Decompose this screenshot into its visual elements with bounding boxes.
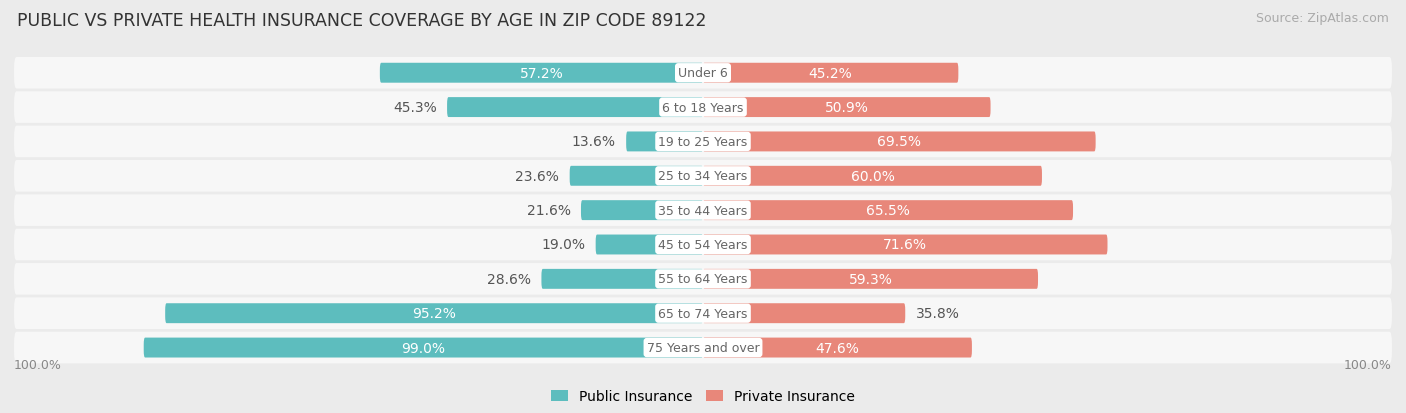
FancyBboxPatch shape: [703, 269, 1038, 289]
FancyBboxPatch shape: [14, 298, 1392, 329]
FancyBboxPatch shape: [581, 201, 703, 221]
Text: 23.6%: 23.6%: [516, 169, 560, 183]
Text: 65.5%: 65.5%: [866, 204, 910, 218]
Text: 47.6%: 47.6%: [815, 341, 859, 355]
Text: 28.6%: 28.6%: [486, 272, 531, 286]
Text: 99.0%: 99.0%: [401, 341, 446, 355]
FancyBboxPatch shape: [165, 304, 703, 323]
FancyBboxPatch shape: [626, 132, 703, 152]
FancyBboxPatch shape: [14, 263, 1392, 295]
FancyBboxPatch shape: [14, 161, 1392, 192]
FancyBboxPatch shape: [14, 229, 1392, 261]
FancyBboxPatch shape: [703, 304, 905, 323]
FancyBboxPatch shape: [380, 64, 703, 83]
FancyBboxPatch shape: [703, 64, 959, 83]
Text: Source: ZipAtlas.com: Source: ZipAtlas.com: [1256, 12, 1389, 25]
Text: 100.0%: 100.0%: [14, 358, 62, 371]
Text: 65 to 74 Years: 65 to 74 Years: [658, 307, 748, 320]
FancyBboxPatch shape: [703, 201, 1073, 221]
Text: PUBLIC VS PRIVATE HEALTH INSURANCE COVERAGE BY AGE IN ZIP CODE 89122: PUBLIC VS PRIVATE HEALTH INSURANCE COVER…: [17, 12, 706, 30]
Text: 50.9%: 50.9%: [825, 101, 869, 115]
Text: 100.0%: 100.0%: [1344, 358, 1392, 371]
Text: 19 to 25 Years: 19 to 25 Years: [658, 135, 748, 149]
FancyBboxPatch shape: [703, 166, 1042, 186]
Text: 21.6%: 21.6%: [527, 204, 571, 218]
Text: 71.6%: 71.6%: [883, 238, 927, 252]
Text: 6 to 18 Years: 6 to 18 Years: [662, 101, 744, 114]
Text: 45 to 54 Years: 45 to 54 Years: [658, 238, 748, 252]
Text: 13.6%: 13.6%: [572, 135, 616, 149]
FancyBboxPatch shape: [14, 332, 1392, 363]
FancyBboxPatch shape: [703, 98, 991, 118]
Text: 57.2%: 57.2%: [520, 66, 564, 81]
Text: 95.2%: 95.2%: [412, 306, 456, 320]
FancyBboxPatch shape: [569, 166, 703, 186]
FancyBboxPatch shape: [14, 92, 1392, 123]
FancyBboxPatch shape: [143, 338, 703, 358]
FancyBboxPatch shape: [14, 195, 1392, 226]
Text: 75 Years and over: 75 Years and over: [647, 341, 759, 354]
Legend: Public Insurance, Private Insurance: Public Insurance, Private Insurance: [551, 389, 855, 404]
FancyBboxPatch shape: [703, 235, 1108, 255]
Text: 35.8%: 35.8%: [915, 306, 959, 320]
Text: 59.3%: 59.3%: [849, 272, 893, 286]
Text: 25 to 34 Years: 25 to 34 Years: [658, 170, 748, 183]
Text: 45.2%: 45.2%: [808, 66, 852, 81]
FancyBboxPatch shape: [596, 235, 703, 255]
Text: 45.3%: 45.3%: [394, 101, 437, 115]
Text: 35 to 44 Years: 35 to 44 Years: [658, 204, 748, 217]
Text: 60.0%: 60.0%: [851, 169, 894, 183]
FancyBboxPatch shape: [703, 132, 1095, 152]
Text: Under 6: Under 6: [678, 67, 728, 80]
Text: 19.0%: 19.0%: [541, 238, 585, 252]
FancyBboxPatch shape: [447, 98, 703, 118]
FancyBboxPatch shape: [14, 126, 1392, 158]
Text: 69.5%: 69.5%: [877, 135, 921, 149]
Text: 55 to 64 Years: 55 to 64 Years: [658, 273, 748, 286]
FancyBboxPatch shape: [703, 338, 972, 358]
FancyBboxPatch shape: [14, 58, 1392, 89]
FancyBboxPatch shape: [541, 269, 703, 289]
